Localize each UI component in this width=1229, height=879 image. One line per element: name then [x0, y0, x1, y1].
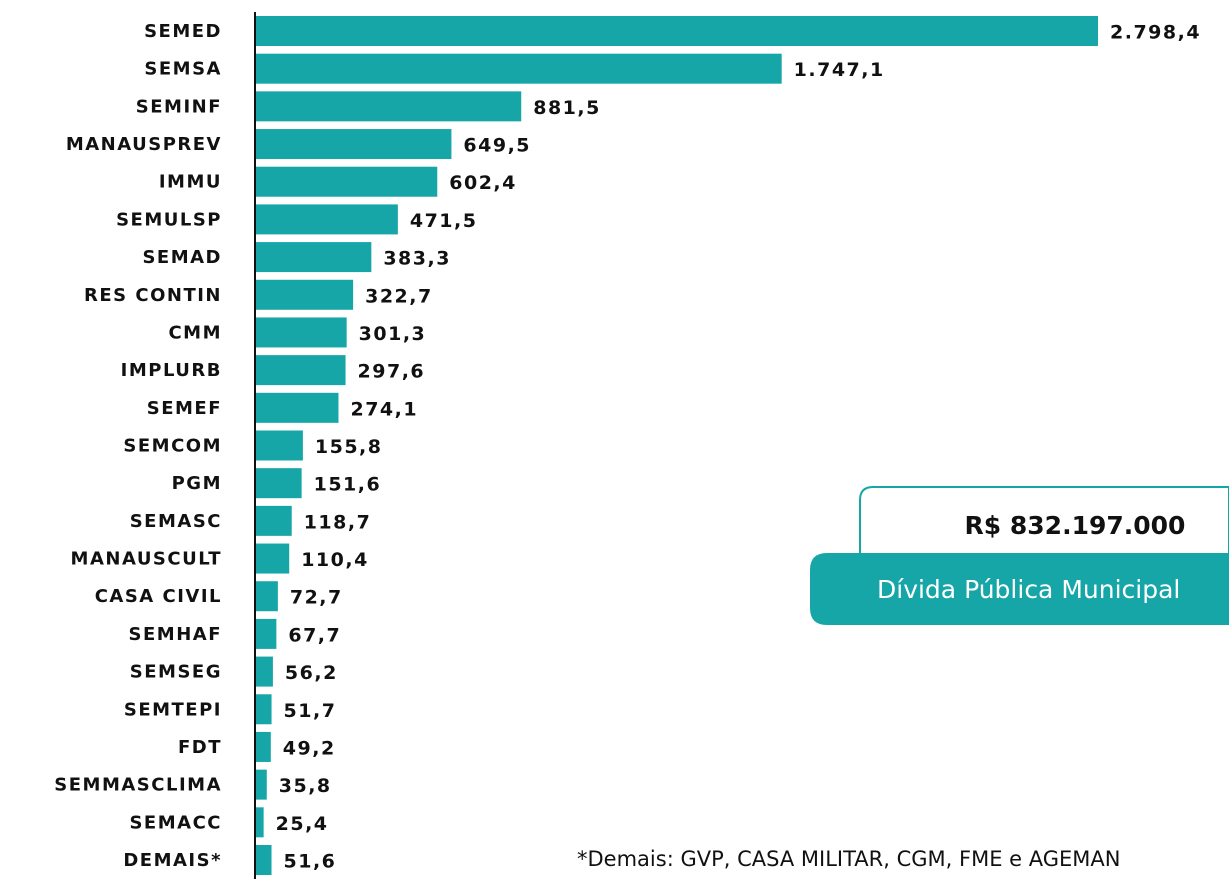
category-label: SEMSEG: [130, 662, 222, 683]
category-label: DEMAIS*: [123, 850, 222, 871]
value-label: 602,4: [449, 172, 517, 194]
bar: [256, 53, 782, 84]
category-label: SEMSA: [144, 59, 222, 80]
category-label: CASA CIVIL: [95, 586, 222, 607]
category-label: SEMACC: [129, 812, 222, 833]
value-label: 2.798,4: [1110, 22, 1201, 44]
value-label: 51,6: [284, 851, 337, 873]
debt-label-box: [810, 553, 1229, 625]
value-label: 649,5: [463, 135, 531, 157]
value-label: 49,2: [283, 737, 336, 759]
bar: [256, 430, 303, 461]
category-label: SEMED: [144, 21, 222, 42]
value-label: 471,5: [410, 210, 478, 232]
bar: [256, 618, 277, 649]
bar: [256, 769, 267, 800]
value-label: 322,7: [365, 285, 433, 307]
bar: [256, 807, 264, 838]
value-label: 72,7: [290, 587, 343, 609]
category-label: FDT: [178, 737, 222, 758]
category-label: SEMULSP: [116, 209, 222, 230]
bar: [256, 279, 354, 310]
debt-label: Dívida Pública Municipal: [877, 575, 1180, 604]
value-label: 25,4: [276, 813, 329, 835]
category-label: SEMINF: [136, 96, 222, 117]
value-label: 151,6: [314, 474, 382, 496]
category-label: SEMCOM: [123, 436, 222, 457]
bar: [256, 468, 302, 499]
value-label: 383,3: [383, 248, 451, 270]
bar: [256, 204, 398, 235]
bar: [256, 129, 452, 160]
bar: [256, 355, 346, 386]
bar: [256, 505, 292, 536]
category-label: MANAUSCULT: [71, 549, 222, 570]
bar: [256, 392, 339, 423]
value-label: 56,2: [285, 662, 338, 684]
category-label: SEMAD: [142, 247, 222, 268]
category-label: MANAUSPREV: [66, 134, 222, 155]
value-label: 51,7: [284, 700, 337, 722]
value-label: 35,8: [279, 775, 332, 797]
category-label: SEMEF: [147, 398, 222, 419]
value-label: 110,4: [301, 549, 369, 571]
bar: [256, 91, 522, 122]
bar: [256, 731, 271, 762]
bar: [256, 581, 278, 612]
bar: [256, 543, 290, 574]
value-label: 118,7: [304, 511, 372, 533]
value-label: 301,3: [359, 323, 427, 345]
value-label: 67,7: [288, 624, 341, 646]
footnote: *Demais: GVP, CASA MILITAR, CGM, FME e A…: [577, 847, 1120, 871]
value-label: 155,8: [315, 436, 383, 458]
bar: [256, 166, 438, 197]
value-label: 297,6: [358, 361, 426, 383]
category-label: SEMASC: [130, 511, 222, 532]
category-label: SEMTEPI: [124, 699, 222, 720]
value-label: 1.747,1: [794, 59, 885, 81]
category-label: IMPLURB: [121, 360, 222, 381]
category-label: RES CONTIN: [84, 285, 222, 306]
bar: [256, 694, 272, 725]
bar: [256, 656, 273, 687]
category-label: SEMMASCLIMA: [54, 775, 222, 796]
bar: [256, 16, 1098, 46]
debt-value-box: [859, 486, 1229, 555]
category-label: SEMHAF: [129, 624, 222, 645]
category-label: IMMU: [159, 172, 222, 193]
value-label: 881,5: [533, 97, 601, 119]
category-label: PGM: [172, 473, 222, 494]
category-label: CMM: [168, 322, 222, 343]
bar: [256, 317, 347, 348]
value-label: 274,1: [350, 398, 418, 420]
bar: [256, 845, 272, 875]
bar: [256, 242, 372, 273]
debt-value: R$ 832.197.000: [965, 511, 1186, 540]
